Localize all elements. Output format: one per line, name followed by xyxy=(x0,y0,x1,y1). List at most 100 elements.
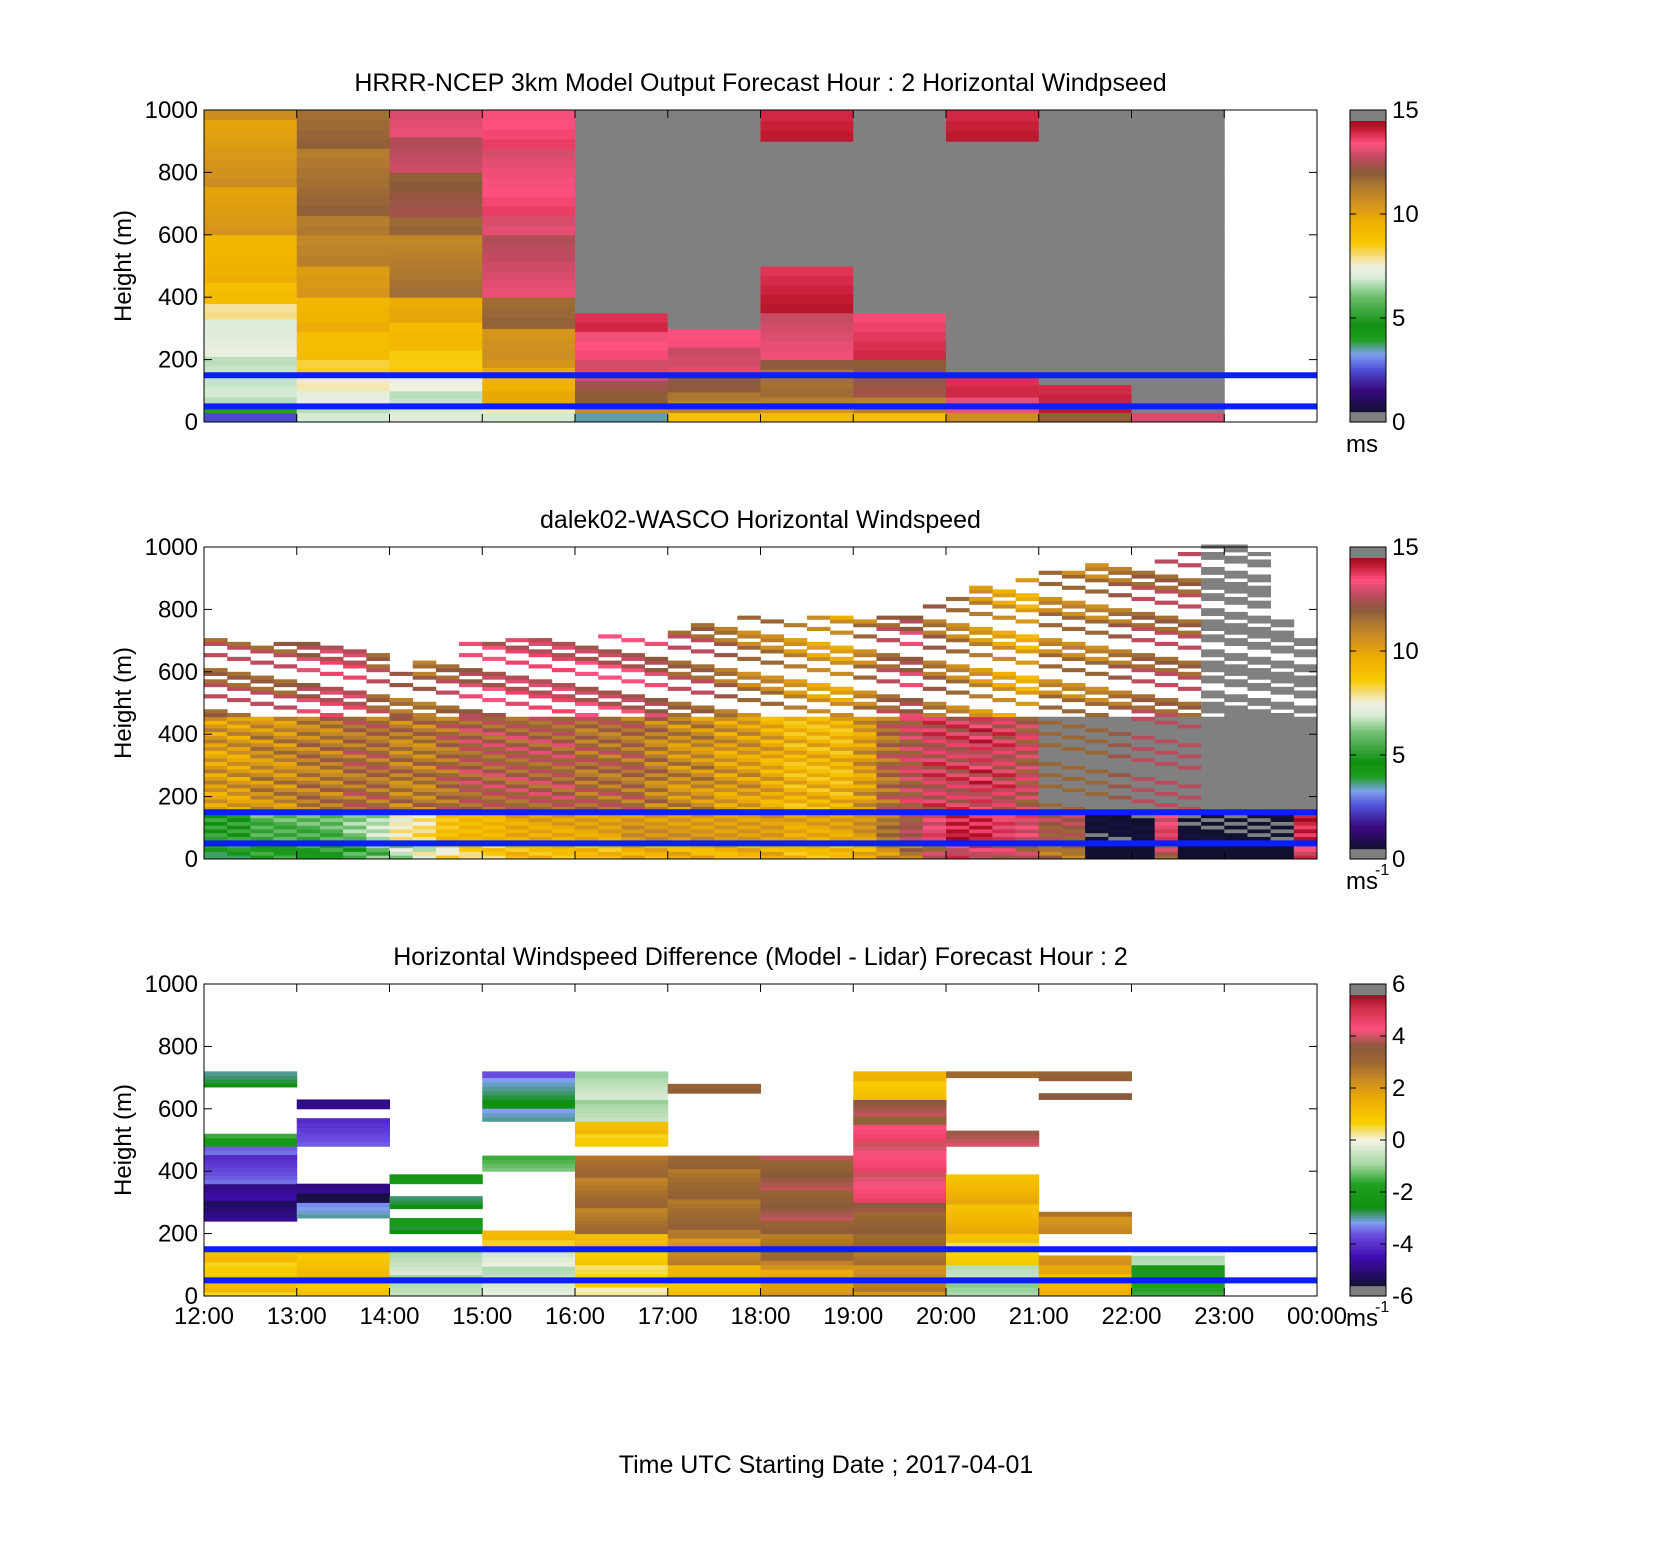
heatmap-cell xyxy=(806,780,831,785)
heatmap-cell xyxy=(1038,754,1063,759)
heatmap-cell xyxy=(876,784,901,789)
heatmap-cell xyxy=(1177,784,1202,789)
heatmap-cell xyxy=(1108,634,1132,639)
heatmap-cell xyxy=(1154,698,1179,703)
heatmap-cell xyxy=(690,795,715,800)
heatmap-cell xyxy=(922,806,947,811)
heatmap-cell xyxy=(1270,660,1295,665)
heatmap-cell xyxy=(783,795,808,800)
heatmap-cell xyxy=(389,780,414,785)
heatmap-cell xyxy=(575,1255,669,1261)
heatmap-cell xyxy=(946,290,1040,301)
heatmap-cell xyxy=(1224,623,1248,628)
heatmap-cell xyxy=(459,769,483,774)
heatmap-cell xyxy=(1038,1282,1132,1288)
heatmap-cell xyxy=(575,303,669,314)
colorbar-segment xyxy=(1350,411,1386,415)
x-tick-label: 12:00 xyxy=(174,1303,234,1330)
heatmap-cell xyxy=(389,1266,483,1271)
colorbar-segment xyxy=(1350,695,1386,699)
heatmap-cell xyxy=(575,1116,669,1122)
heatmap-cell xyxy=(528,638,553,643)
heatmap-cell xyxy=(876,829,901,834)
heatmap-cell xyxy=(992,671,1016,676)
heatmap-cell xyxy=(946,188,1040,198)
heatmap-cell xyxy=(1085,832,1109,837)
heatmap-cell xyxy=(482,288,576,298)
heatmap-cell xyxy=(737,825,761,830)
heatmap-cell xyxy=(992,656,1016,661)
colorbar-segment xyxy=(1350,198,1386,202)
heatmap-cell xyxy=(946,780,970,785)
heatmap-cell xyxy=(273,806,298,811)
colorbar-segment xyxy=(1350,1088,1386,1092)
heatmap-cell xyxy=(1201,821,1225,826)
heatmap-cell xyxy=(204,855,228,860)
heatmap-cell xyxy=(1131,626,1156,632)
heatmap-cell xyxy=(737,712,761,718)
heatmap-cell xyxy=(1247,604,1272,609)
heatmap-cell xyxy=(551,742,576,748)
heatmap-cell xyxy=(1108,806,1132,811)
colorbar-segment xyxy=(1350,1147,1386,1151)
heatmap-cell xyxy=(922,814,947,819)
heatmap-cell xyxy=(899,735,924,740)
heatmap-cell xyxy=(1131,724,1156,729)
heatmap-cell xyxy=(204,765,228,770)
heatmap-cell xyxy=(459,750,483,755)
colorbar-segment xyxy=(1350,747,1386,751)
heatmap-cell xyxy=(899,716,924,721)
heatmap-cell xyxy=(1015,791,1040,796)
heatmap-cell xyxy=(204,716,228,721)
heatmap-cell xyxy=(1015,799,1040,804)
heatmap-cell xyxy=(482,279,576,289)
heatmap-cell xyxy=(737,630,761,635)
heatmap-cell xyxy=(528,649,553,654)
colorbar-segment xyxy=(1350,997,1386,1001)
heatmap-cell xyxy=(551,765,576,770)
heatmap-cell xyxy=(1038,727,1063,733)
heatmap-cell xyxy=(575,331,669,342)
colorbar-segment xyxy=(1350,201,1386,205)
heatmap-cell xyxy=(667,128,761,139)
heatmap-cell xyxy=(1038,596,1063,602)
heatmap-cell xyxy=(204,1192,298,1197)
heatmap-cell xyxy=(1038,664,1063,669)
heatmap-cell xyxy=(204,1133,298,1139)
heatmap-cell xyxy=(1247,817,1272,822)
heatmap-cell xyxy=(853,1159,947,1164)
heatmap-cell xyxy=(690,649,715,654)
heatmap-cell xyxy=(389,795,414,800)
heatmap-cell xyxy=(853,851,877,856)
heatmap-cell xyxy=(1038,1291,1132,1297)
heatmap-cell xyxy=(1015,720,1040,725)
heatmap-cell xyxy=(992,683,1016,688)
colorbar-segment xyxy=(1350,403,1386,407)
heatmap-cell xyxy=(783,739,808,744)
heatmap-cell xyxy=(1108,690,1132,695)
heatmap-cell xyxy=(575,806,599,811)
heatmap-cell xyxy=(1131,374,1225,385)
heatmap-cell xyxy=(1131,664,1156,669)
colorbar-segment xyxy=(1350,796,1386,800)
heatmap-cell xyxy=(690,739,715,744)
heatmap-cell xyxy=(482,780,506,785)
heatmap-cell xyxy=(296,814,321,819)
colorbar-segment xyxy=(1350,1218,1386,1222)
heatmap-cell xyxy=(1293,735,1318,740)
heatmap-cell xyxy=(1085,825,1109,830)
heatmap-cell xyxy=(435,821,460,826)
heatmap-cell xyxy=(806,615,831,620)
heatmap-cell xyxy=(1061,709,1086,714)
heatmap-cell xyxy=(644,750,669,755)
heatmap-cell xyxy=(1131,242,1225,253)
heatmap-cell xyxy=(922,847,947,852)
heatmap-cell xyxy=(621,765,645,770)
heatmap-cell xyxy=(1085,765,1109,770)
colorbar-segment xyxy=(1350,567,1386,571)
heatmap-cell xyxy=(482,243,576,254)
heatmap-cell xyxy=(1293,716,1318,721)
heatmap-cell xyxy=(435,731,460,736)
heatmap-cell xyxy=(667,851,692,856)
heatmap-cell xyxy=(528,799,553,804)
